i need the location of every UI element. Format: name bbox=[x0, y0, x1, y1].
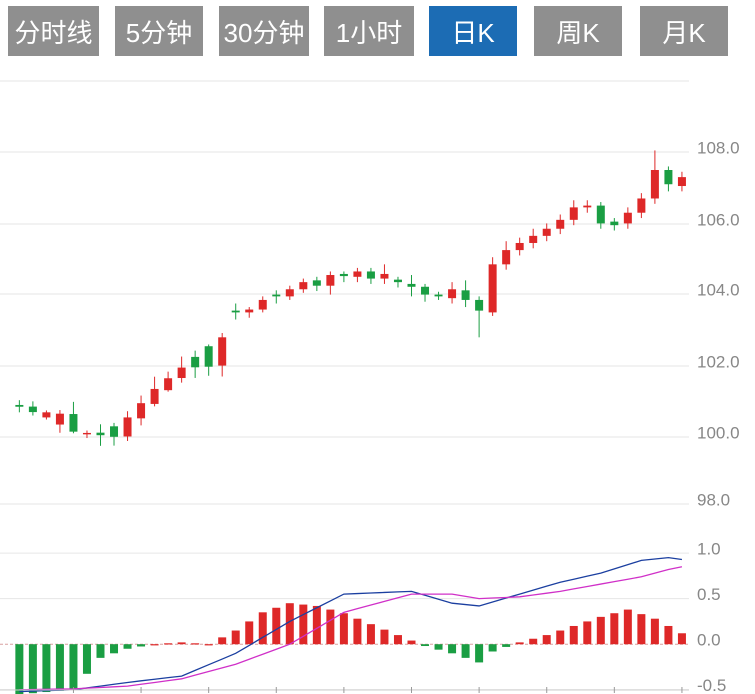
svg-text:100.0: 100.0 bbox=[697, 423, 740, 442]
svg-text:0.0: 0.0 bbox=[697, 631, 721, 650]
svg-text:98.0: 98.0 bbox=[697, 490, 730, 509]
svg-text:108.0: 108.0 bbox=[697, 138, 740, 157]
svg-text:1.0: 1.0 bbox=[697, 540, 721, 559]
svg-text:102.0: 102.0 bbox=[697, 352, 740, 371]
svg-text:-0.5: -0.5 bbox=[697, 676, 726, 694]
svg-text:106.0: 106.0 bbox=[697, 210, 740, 229]
svg-text:0.5: 0.5 bbox=[697, 585, 721, 604]
svg-text:104.0: 104.0 bbox=[697, 280, 740, 299]
